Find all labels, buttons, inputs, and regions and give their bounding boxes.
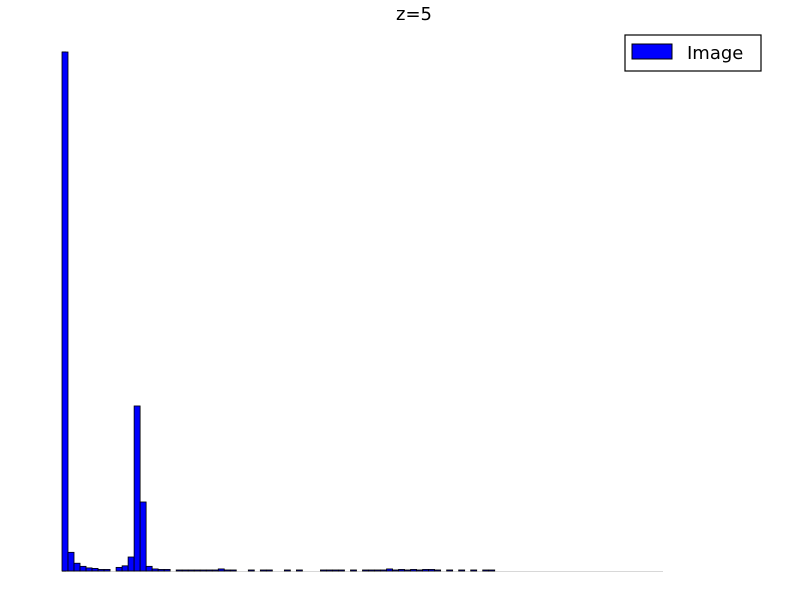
bar	[362, 569, 369, 572]
bar	[326, 569, 333, 572]
bar	[139, 501, 147, 572]
legend: Image	[624, 34, 762, 72]
bar	[259, 569, 267, 572]
bar	[229, 569, 237, 572]
bar	[187, 569, 195, 572]
bar	[247, 569, 255, 572]
bar	[380, 569, 387, 572]
bar	[488, 569, 496, 572]
bar	[295, 569, 303, 572]
bar	[398, 569, 405, 572]
bar	[410, 569, 417, 572]
bar	[470, 569, 478, 572]
bar	[416, 569, 423, 572]
bar	[205, 569, 213, 572]
bar	[145, 565, 153, 572]
bar	[320, 569, 327, 572]
bar	[151, 568, 159, 572]
bar	[392, 569, 399, 572]
bar	[223, 569, 231, 572]
bar	[434, 569, 442, 572]
bar	[121, 565, 129, 572]
bar	[193, 569, 201, 572]
bar	[73, 562, 81, 572]
bar	[163, 569, 171, 572]
bar	[265, 569, 273, 572]
bar	[332, 569, 339, 572]
bar	[404, 569, 411, 572]
bar	[386, 568, 393, 572]
bar	[61, 51, 69, 572]
legend-swatch	[631, 43, 673, 60]
bar	[103, 569, 111, 572]
bar	[115, 566, 123, 572]
bar	[338, 569, 345, 572]
bar	[283, 569, 291, 572]
bar	[458, 569, 466, 572]
bar	[422, 569, 430, 572]
bar	[133, 405, 141, 572]
bar	[79, 565, 87, 572]
bar	[157, 569, 165, 572]
bar	[446, 569, 454, 572]
bar	[368, 569, 375, 572]
bar	[175, 569, 183, 572]
bar	[91, 568, 99, 572]
bar	[374, 569, 381, 572]
bar	[428, 569, 436, 572]
bar	[85, 567, 93, 572]
legend-label: Image	[687, 43, 743, 64]
bar	[217, 568, 225, 572]
bar	[67, 551, 75, 572]
chart-title: z=5	[396, 4, 432, 25]
bar	[181, 569, 189, 572]
bar	[97, 569, 105, 572]
bar	[482, 569, 490, 572]
bar	[211, 569, 219, 572]
bar	[199, 569, 207, 572]
legend-frame	[624, 34, 762, 72]
bar	[127, 556, 135, 572]
bar	[350, 569, 357, 572]
bar-series	[61, 51, 496, 572]
